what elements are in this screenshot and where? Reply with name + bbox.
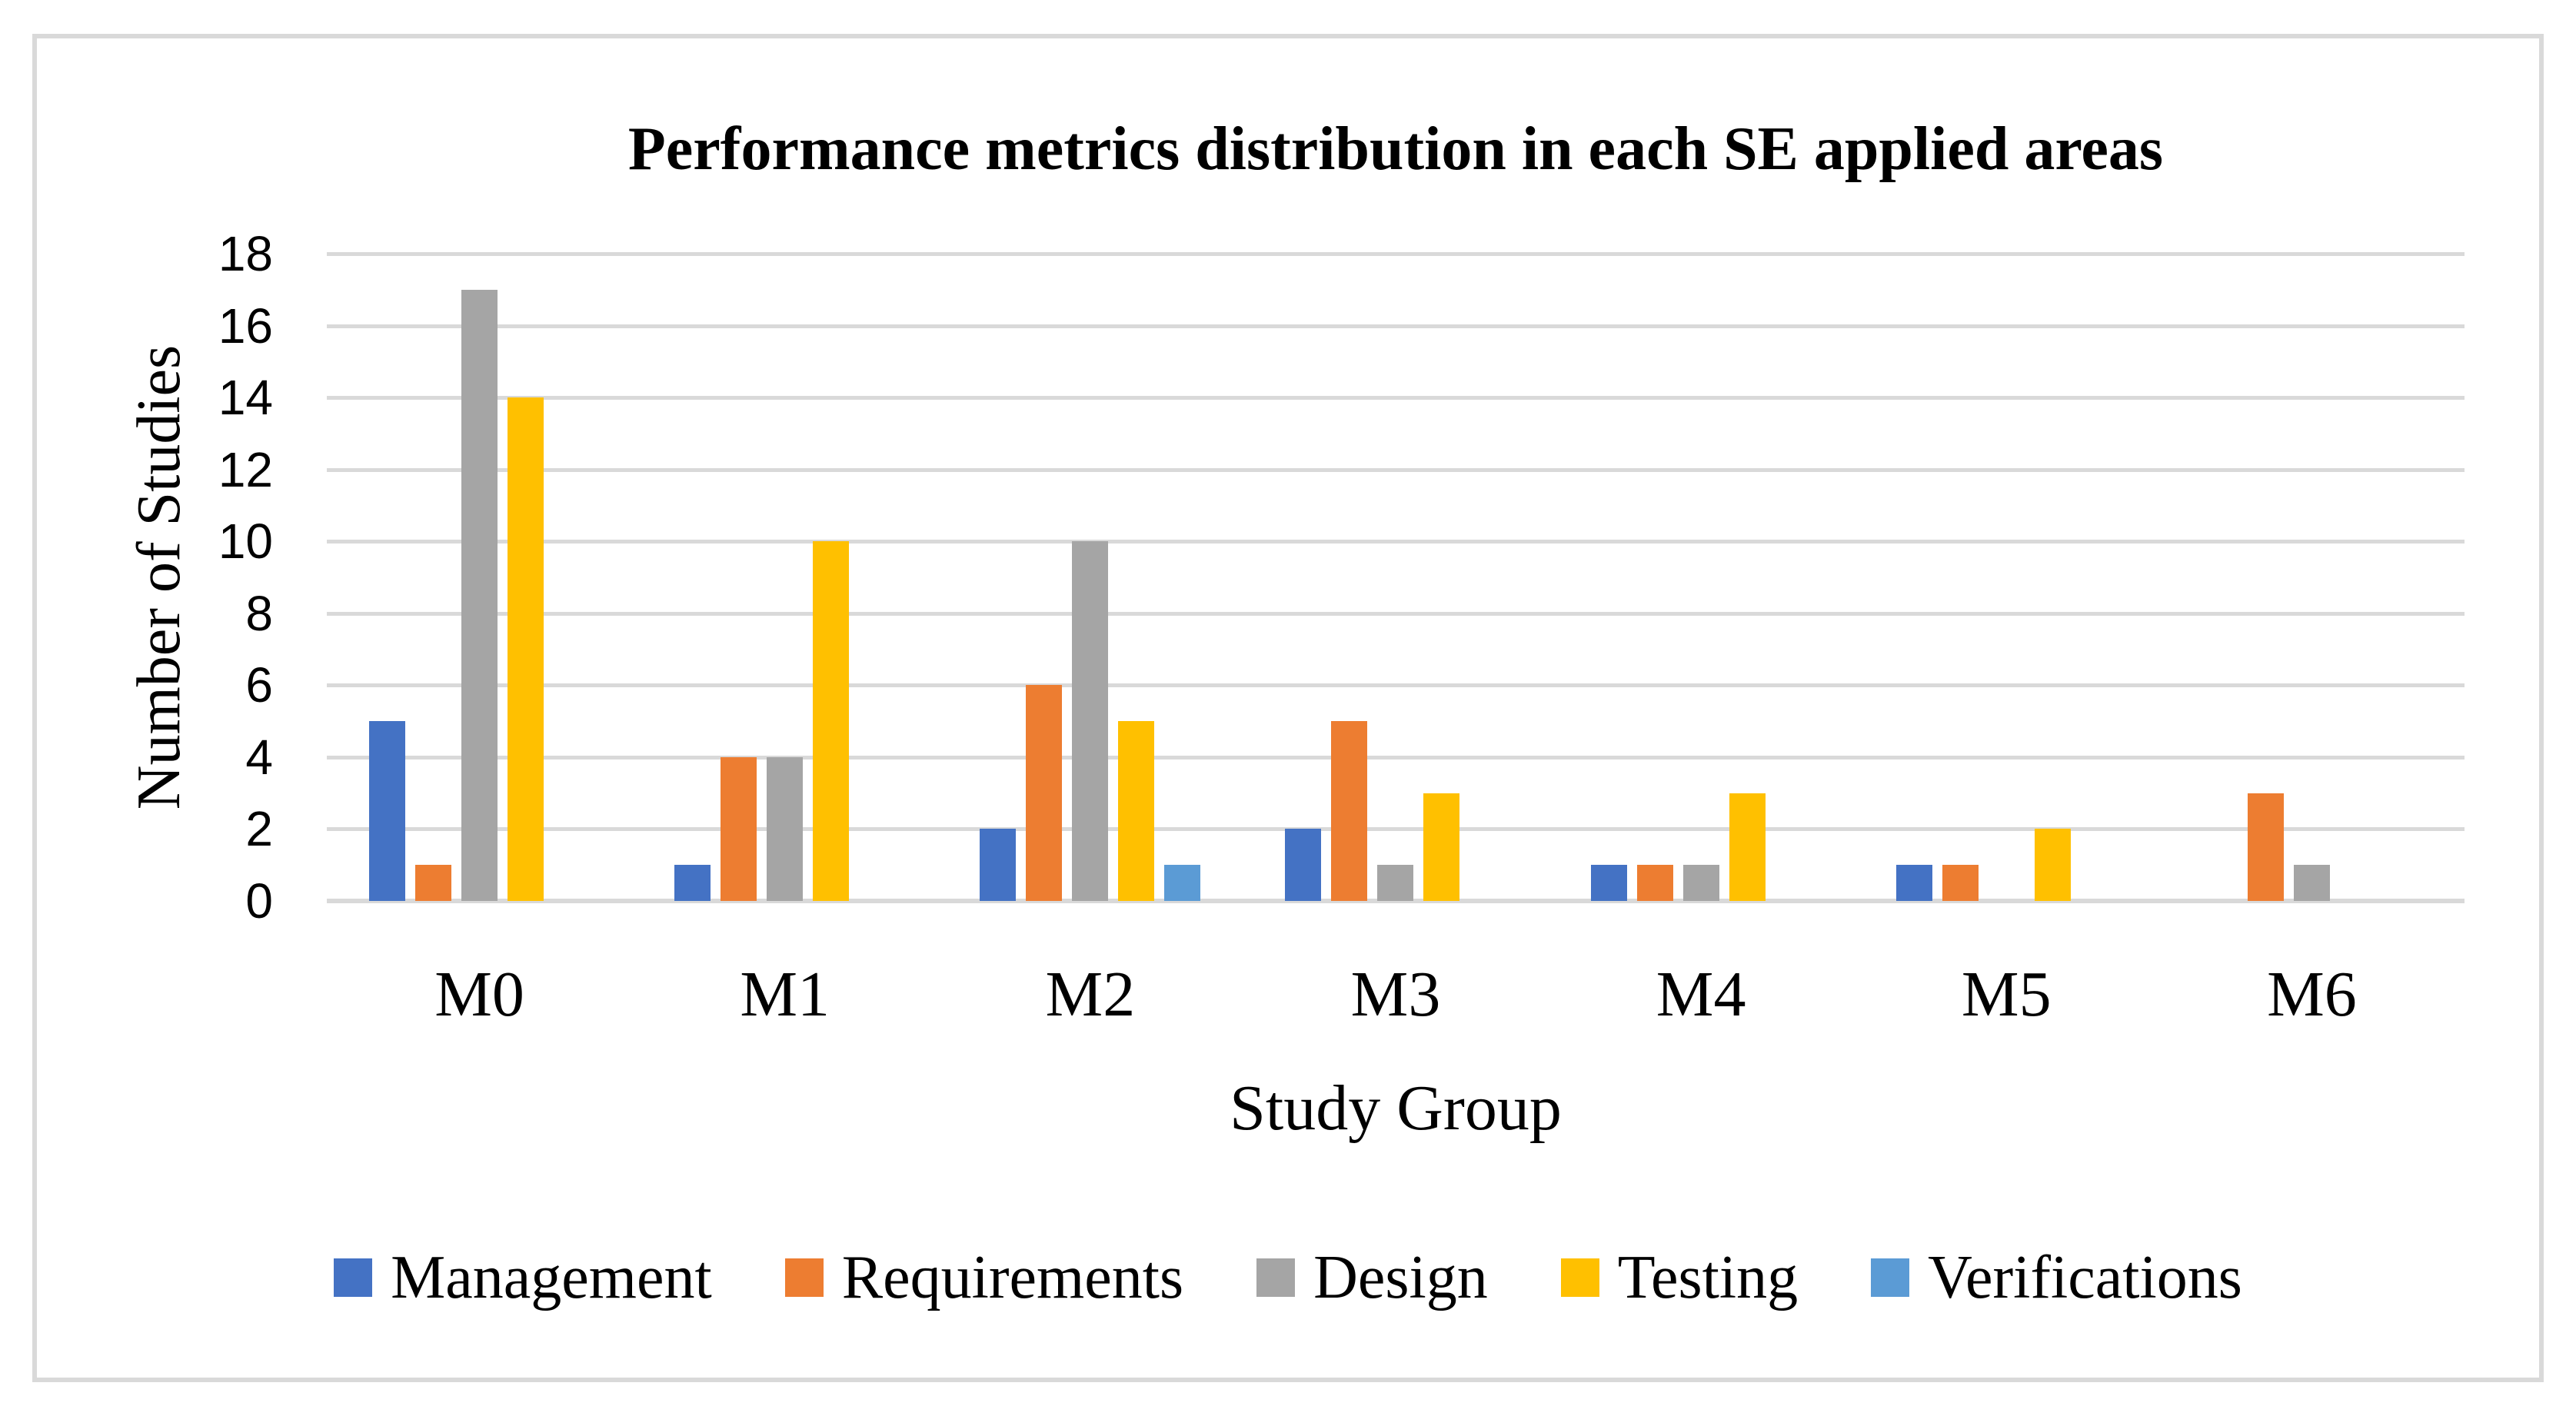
x-axis-line — [327, 899, 2465, 903]
bar-testing-m0 — [508, 397, 544, 901]
gridline — [327, 396, 2465, 401]
bar-design-m1 — [767, 757, 804, 901]
legend-item-testing: Testing — [1560, 1244, 1799, 1311]
bar-requirements-m0 — [415, 865, 452, 901]
legend-marker-testing — [1560, 1258, 1599, 1297]
y-tick-label: 4 — [245, 729, 273, 785]
bar-requirements-m4 — [1636, 865, 1673, 901]
plot-area — [327, 252, 2465, 903]
x-tick-label-m5: M5 — [1961, 959, 2052, 1030]
y-tick-label: 8 — [245, 585, 273, 641]
legend-marker-management — [334, 1258, 373, 1297]
bar-group-m4 — [1549, 254, 1854, 901]
legend-item-requirements: Requirements — [784, 1244, 1184, 1311]
x-axis-title: Study Group — [1230, 1072, 1562, 1144]
bar-verifications-m2 — [1164, 865, 1201, 901]
bar-requirements-m1 — [721, 757, 757, 901]
y-tick-label: 10 — [218, 514, 273, 570]
bar-design-m2 — [1072, 541, 1109, 901]
bar-testing-m3 — [1423, 793, 1460, 901]
x-tick-label-m6: M6 — [2267, 959, 2357, 1030]
x-tick-label-m2: M2 — [1045, 959, 1136, 1030]
bar-requirements-m5 — [1942, 865, 1979, 901]
y-tick-label: 18 — [218, 226, 273, 281]
gridline — [327, 467, 2465, 472]
y-tick-label: 12 — [218, 441, 273, 497]
bar-management-m0 — [369, 721, 406, 901]
y-tick-label: 14 — [218, 370, 273, 426]
bar-design-m0 — [461, 290, 498, 901]
bar-management-m3 — [1285, 829, 1322, 901]
bar-management-m2 — [980, 829, 1017, 901]
bar-testing-m4 — [1729, 793, 1766, 901]
gridline — [327, 755, 2465, 760]
y-tick-label: 16 — [218, 297, 273, 354]
legend-label: Design — [1313, 1244, 1488, 1311]
x-tick-label-m4: M4 — [1656, 959, 1746, 1030]
figure-border — [32, 34, 2544, 1382]
legend-item-management: Management — [334, 1247, 712, 1308]
chart-title: Performance metrics distribution in each… — [627, 115, 2164, 183]
legend-marker-design — [1256, 1258, 1296, 1297]
bar-design-m3 — [1377, 865, 1414, 901]
y-tick-label: 2 — [245, 801, 273, 857]
bar-testing-m5 — [2034, 829, 2071, 901]
x-tick-label-m3: M3 — [1350, 959, 1441, 1030]
bar-group-m2 — [937, 254, 1243, 901]
legend-marker-verifications — [1871, 1258, 1910, 1297]
bar-group-m3 — [1243, 254, 1548, 901]
legend: Management Requirements Design Testing Verif… — [0, 1247, 2576, 1308]
bar-testing-m1 — [813, 541, 850, 901]
y-tick-label: 0 — [245, 873, 273, 929]
gridline — [327, 683, 2465, 688]
bar-design-m6 — [2293, 865, 2330, 901]
legend-label: Testing — [1617, 1244, 1799, 1311]
gridline — [327, 540, 2465, 544]
bar-group-m5 — [1854, 254, 2159, 901]
gridline — [327, 827, 2465, 832]
legend-item-verifications: Verifications — [1871, 1247, 2242, 1308]
legend-label: Management — [391, 1244, 712, 1311]
gridline — [327, 252, 2465, 256]
bar-testing-m2 — [1118, 721, 1155, 901]
legend-marker-requirements — [784, 1258, 824, 1297]
bar-group-m0 — [327, 254, 632, 901]
bar-group-m1 — [632, 254, 937, 901]
y-axis-tick-labels: 0 2 4 6 8 10 12 14 16 18 — [0, 229, 292, 926]
bar-management-m1 — [674, 865, 711, 901]
bar-group-m6 — [2159, 254, 2465, 901]
gridline — [327, 324, 2465, 328]
legend-label: Verifications — [1928, 1244, 2242, 1311]
bar-groups — [327, 254, 2465, 901]
legend-label: Requirements — [841, 1244, 1184, 1311]
bar-management-m4 — [1590, 865, 1627, 901]
x-axis-tick-labels: M0 M1 M2 M3 M4 M5 M6 — [327, 962, 2465, 1027]
bar-requirements-m6 — [2247, 793, 2284, 901]
x-tick-label-m0: M0 — [434, 959, 524, 1030]
gridline — [327, 611, 2465, 616]
x-tick-label-m1: M1 — [740, 959, 830, 1030]
legend-item-design: Design — [1256, 1247, 1488, 1308]
bar-requirements-m2 — [1026, 685, 1063, 901]
bar-design-m4 — [1682, 865, 1719, 901]
bar-requirements-m3 — [1331, 721, 1368, 901]
bar-management-m5 — [1895, 865, 1932, 901]
y-tick-label: 6 — [245, 657, 273, 713]
